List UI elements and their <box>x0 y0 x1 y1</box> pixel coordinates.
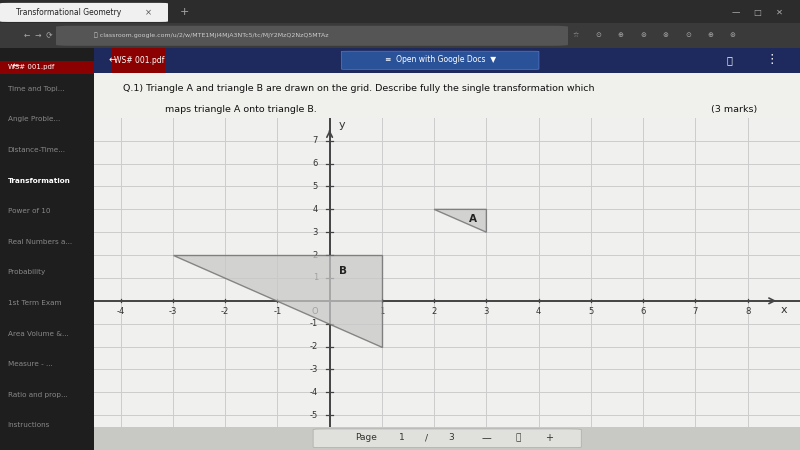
Text: B: B <box>338 266 346 276</box>
Text: +: + <box>546 433 554 443</box>
Text: x: x <box>781 305 788 315</box>
Text: 2: 2 <box>431 307 437 316</box>
Text: 6: 6 <box>313 159 318 168</box>
Text: ⊕: ⊕ <box>707 32 714 38</box>
Text: ⊕: ⊕ <box>618 32 624 38</box>
Text: ⊙: ⊙ <box>595 32 602 38</box>
Text: —: — <box>481 433 491 443</box>
Text: 4: 4 <box>313 205 318 214</box>
Text: ←: ← <box>11 62 19 72</box>
FancyBboxPatch shape <box>342 51 539 69</box>
Text: 🔍: 🔍 <box>515 433 521 442</box>
Text: 1st Term Exam: 1st Term Exam <box>7 300 61 306</box>
Text: Time and Topi...: Time and Topi... <box>7 86 64 92</box>
Text: ✕: ✕ <box>776 8 782 17</box>
Text: 1: 1 <box>398 433 404 442</box>
Text: 1: 1 <box>313 274 318 283</box>
Text: 3: 3 <box>313 228 318 237</box>
Text: Measure - ...: Measure - ... <box>7 361 52 367</box>
Text: □: □ <box>754 8 762 17</box>
Text: -3: -3 <box>169 307 177 316</box>
FancyBboxPatch shape <box>56 26 568 46</box>
Text: ⋮: ⋮ <box>766 53 778 66</box>
Text: (3 marks): (3 marks) <box>711 105 758 114</box>
Text: Ratio and prop...: Ratio and prop... <box>7 392 67 398</box>
Text: -4: -4 <box>310 388 318 397</box>
Bar <box>112 48 165 73</box>
Text: Power of 10: Power of 10 <box>7 208 50 214</box>
Text: -1: -1 <box>310 319 318 328</box>
Text: 6: 6 <box>641 307 646 316</box>
Text: -2: -2 <box>221 307 229 316</box>
Text: 5: 5 <box>588 307 594 316</box>
FancyBboxPatch shape <box>313 429 582 448</box>
Text: ⊗: ⊗ <box>662 32 669 38</box>
Text: /: / <box>425 433 427 442</box>
Text: y: y <box>339 120 346 130</box>
Text: 5: 5 <box>313 182 318 191</box>
Text: Transformation: Transformation <box>7 178 70 184</box>
Text: -3: -3 <box>310 365 318 374</box>
Text: Transformational Geometry: Transformational Geometry <box>16 8 122 17</box>
Text: Page: Page <box>355 433 378 442</box>
Text: O: O <box>311 307 318 316</box>
Text: WS# 001.pdf: WS# 001.pdf <box>7 64 54 70</box>
Text: 3: 3 <box>448 433 454 442</box>
Text: Angle Proble...: Angle Proble... <box>7 117 60 122</box>
Text: ⊙: ⊙ <box>685 32 691 38</box>
Text: 2: 2 <box>313 251 318 260</box>
Text: ×: × <box>145 8 151 17</box>
Text: -2: -2 <box>310 342 318 351</box>
Text: -1: -1 <box>274 307 282 316</box>
FancyBboxPatch shape <box>0 23 800 48</box>
Text: 7: 7 <box>693 307 698 316</box>
Text: 1: 1 <box>379 307 385 316</box>
Polygon shape <box>173 255 382 346</box>
Text: -4: -4 <box>117 307 125 316</box>
Text: Q.1) Triangle A and triangle B are drawn on the grid. Describe fully the single : Q.1) Triangle A and triangle B are drawn… <box>122 84 594 93</box>
Text: 4: 4 <box>536 307 542 316</box>
Text: WS# 001.pdf: WS# 001.pdf <box>114 56 165 65</box>
Text: ☆: ☆ <box>573 32 579 38</box>
Polygon shape <box>434 209 486 232</box>
Text: ≡  Open with Google Docs  ▼: ≡ Open with Google Docs ▼ <box>385 55 496 64</box>
FancyBboxPatch shape <box>0 3 168 22</box>
Text: 8: 8 <box>745 307 750 316</box>
Text: Real Numbers a...: Real Numbers a... <box>7 239 72 245</box>
Text: 7: 7 <box>313 136 318 145</box>
Text: Distance-Time...: Distance-Time... <box>7 147 66 153</box>
Text: 🔒 classroom.google.com/u/2/w/MTE1Mjl4MjA3NTc5/tc/MjY2MzQ2NzQ5MTAz: 🔒 classroom.google.com/u/2/w/MTE1Mjl4MjA… <box>94 32 329 38</box>
Text: Area Volume &...: Area Volume &... <box>7 330 68 337</box>
Text: -5: -5 <box>310 411 318 420</box>
Text: ←  →  ⟳: ← → ⟳ <box>24 31 53 40</box>
Text: ⊛: ⊛ <box>730 32 736 38</box>
Text: Instructions: Instructions <box>7 422 50 428</box>
Text: +: + <box>179 7 189 18</box>
Text: 3: 3 <box>484 307 489 316</box>
Text: ←: ← <box>109 55 117 65</box>
Text: 🖨: 🖨 <box>726 55 732 65</box>
Bar <box>0 61 94 74</box>
Text: —: — <box>732 8 740 17</box>
Text: A: A <box>470 213 478 224</box>
Text: Probability: Probability <box>7 270 46 275</box>
Text: maps triangle A onto triangle B.: maps triangle A onto triangle B. <box>165 105 317 114</box>
Text: ⊛: ⊛ <box>640 32 646 38</box>
